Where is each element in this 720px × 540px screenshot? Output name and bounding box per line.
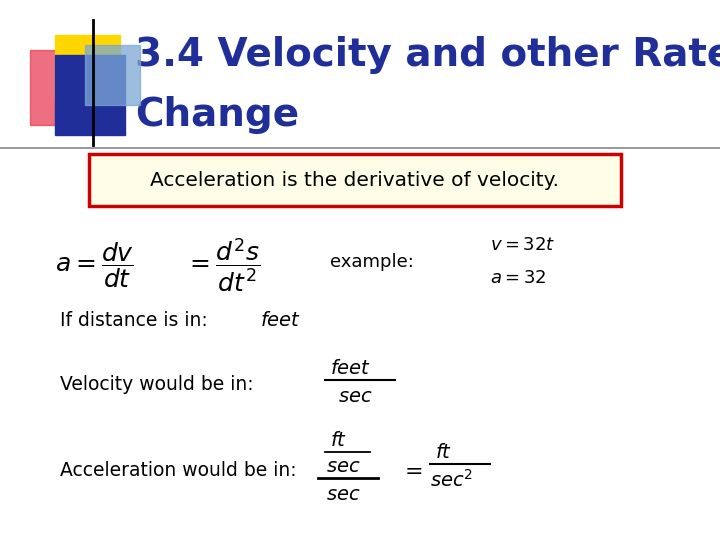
Bar [30,50,90,125]
Text: $\mathit{feet}$: $\mathit{feet}$ [330,359,371,377]
Bar [55,35,120,100]
Text: 3.4 Velocity and other Rates of: 3.4 Velocity and other Rates of [135,36,720,74]
Text: $=$: $=$ [400,460,423,480]
FancyBboxPatch shape [89,154,621,206]
Text: $\mathit{feet}$: $\mathit{feet}$ [260,310,301,329]
Text: Acceleration would be in:: Acceleration would be in: [60,461,297,480]
Text: Velocity would be in:: Velocity would be in: [60,375,253,395]
Text: $= \dfrac{d^2s}{dt^2}$: $= \dfrac{d^2s}{dt^2}$ [185,237,260,294]
Text: $a = 32$: $a = 32$ [490,269,546,287]
Text: Change: Change [135,96,299,134]
Bar [55,55,125,135]
Text: $v = 32t$: $v = 32t$ [490,236,555,254]
Text: If distance is in:: If distance is in: [60,310,208,329]
Text: Acceleration is the derivative of velocity.: Acceleration is the derivative of veloci… [150,171,559,190]
Text: example:: example: [330,253,414,271]
Text: $\mathit{ft}$: $\mathit{ft}$ [330,430,347,449]
Text: $\mathit{sec}$: $\mathit{sec}$ [326,456,361,476]
Text: $a = \dfrac{dv}{dt}$: $a = \dfrac{dv}{dt}$ [55,240,134,290]
Text: $\mathit{sec}$: $\mathit{sec}$ [326,484,361,503]
Text: $\mathit{sec}^2$: $\mathit{sec}^2$ [430,469,473,491]
Text: $\mathit{sec}$: $\mathit{sec}$ [338,387,373,406]
Bar [85,45,140,105]
Text: $\mathit{ft}$: $\mathit{ft}$ [435,442,452,462]
